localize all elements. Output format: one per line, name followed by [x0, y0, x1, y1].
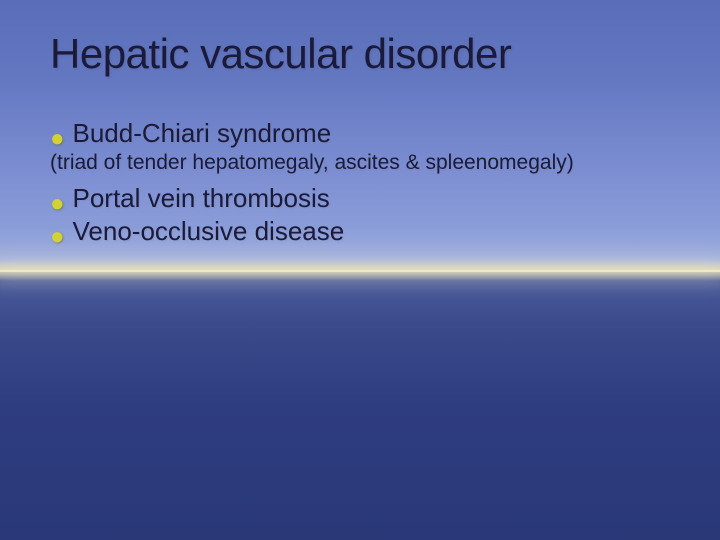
bullet-text: Budd-Chiari syndrome [73, 118, 332, 149]
bullet-icon: ● [50, 127, 65, 151]
bullet-item: ● Veno-occlusive disease [50, 216, 680, 247]
bullet-text: Veno-occlusive disease [73, 216, 345, 247]
slide-title: Hepatic vascular disorder [50, 30, 680, 78]
bullet-item: ● Portal vein thrombosis [50, 183, 680, 214]
bullet-text: Portal vein thrombosis [73, 183, 330, 214]
bullet-item: ● Budd-Chiari syndrome [50, 118, 680, 149]
bullet-subtext: (triad of tender hepatomegaly, ascites &… [50, 151, 680, 175]
slide: Hepatic vascular disorder ● Budd-Chiari … [0, 0, 720, 540]
bullet-icon: ● [50, 192, 65, 216]
bullet-icon: ● [50, 225, 65, 249]
slide-content: Hepatic vascular disorder ● Budd-Chiari … [0, 0, 720, 247]
